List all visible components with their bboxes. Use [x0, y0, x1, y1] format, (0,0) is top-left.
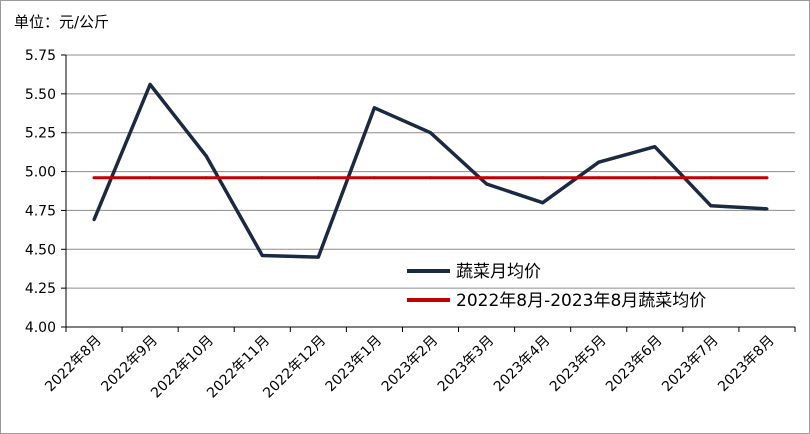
x-tick-label: 2023年1月: [323, 333, 386, 396]
x-tick-label: 2023年8月: [715, 333, 778, 396]
y-tick-label: 5.00: [25, 165, 56, 181]
data-point-period-avg: [260, 176, 264, 180]
series-line-monthly-avg: [92, 82, 768, 259]
x-tick-label: 2023年7月: [659, 333, 722, 396]
data-point-monthly-avg: [372, 106, 376, 110]
data-point-period-avg: [148, 176, 152, 180]
legend-label-monthly-avg: 蔬菜月均价: [456, 262, 541, 282]
data-point-monthly-avg: [765, 207, 769, 211]
x-tick-label: 2023年2月: [379, 333, 442, 396]
y-tick-label: 4.75: [25, 203, 56, 219]
data-point-monthly-avg: [316, 255, 320, 259]
y-tick-label: 5.50: [25, 87, 56, 103]
x-tick-label: 2023年6月: [603, 333, 666, 396]
data-point-monthly-avg: [653, 145, 657, 149]
y-tick-label: 5.75: [25, 48, 56, 64]
data-point-monthly-avg: [485, 182, 489, 186]
data-point-period-avg: [765, 176, 769, 180]
y-tick-label: 4.00: [25, 320, 56, 336]
data-point-monthly-avg: [541, 201, 545, 205]
data-point-monthly-avg: [148, 83, 152, 86]
data-point-period-avg: [653, 176, 657, 180]
legend-label-period-avg: 2022年8月-2023年8月蔬菜均价: [456, 291, 706, 311]
x-tick-label: 2022年8月: [42, 333, 105, 396]
data-point-period-avg: [204, 176, 208, 180]
legend: 蔬菜月均价 2022年8月-2023年8月蔬菜均价: [407, 262, 706, 311]
x-tick-label: 2023年5月: [547, 333, 610, 396]
x-tick-labels: 2022年8月2022年9月2022年10月2022年11月2022年12月20…: [42, 333, 778, 402]
data-point-monthly-avg: [204, 154, 208, 158]
y-tick-labels: 4.00 4.25 4.50 4.75 5.00 5.25 5.50 5.75: [25, 48, 56, 336]
data-point-monthly-avg: [597, 160, 601, 164]
data-point-period-avg: [541, 176, 545, 180]
x-tick-label: 2023年4月: [491, 333, 554, 396]
y-tick-label: 4.50: [25, 242, 56, 258]
gridlines: [66, 54, 795, 289]
data-point-period-avg: [597, 176, 601, 180]
data-point-period-avg: [92, 176, 96, 180]
axes: [61, 54, 796, 332]
series-lines: [92, 82, 769, 259]
data-point-period-avg: [709, 176, 713, 180]
data-point-period-avg: [429, 176, 432, 180]
y-tick-label: 5.25: [25, 126, 56, 142]
data-point-monthly-avg: [429, 131, 432, 135]
data-point-period-avg: [485, 176, 489, 180]
x-tick-label: 2023年3月: [435, 333, 498, 396]
y-tick-label: 4.25: [25, 281, 56, 297]
unit-label: 单位：元/公斤: [14, 13, 109, 31]
data-point-monthly-avg: [260, 254, 264, 257]
data-point-monthly-avg: [709, 204, 713, 208]
data-point-period-avg: [316, 176, 320, 180]
data-point-period-avg: [372, 176, 376, 180]
data-point-monthly-avg: [92, 218, 96, 222]
